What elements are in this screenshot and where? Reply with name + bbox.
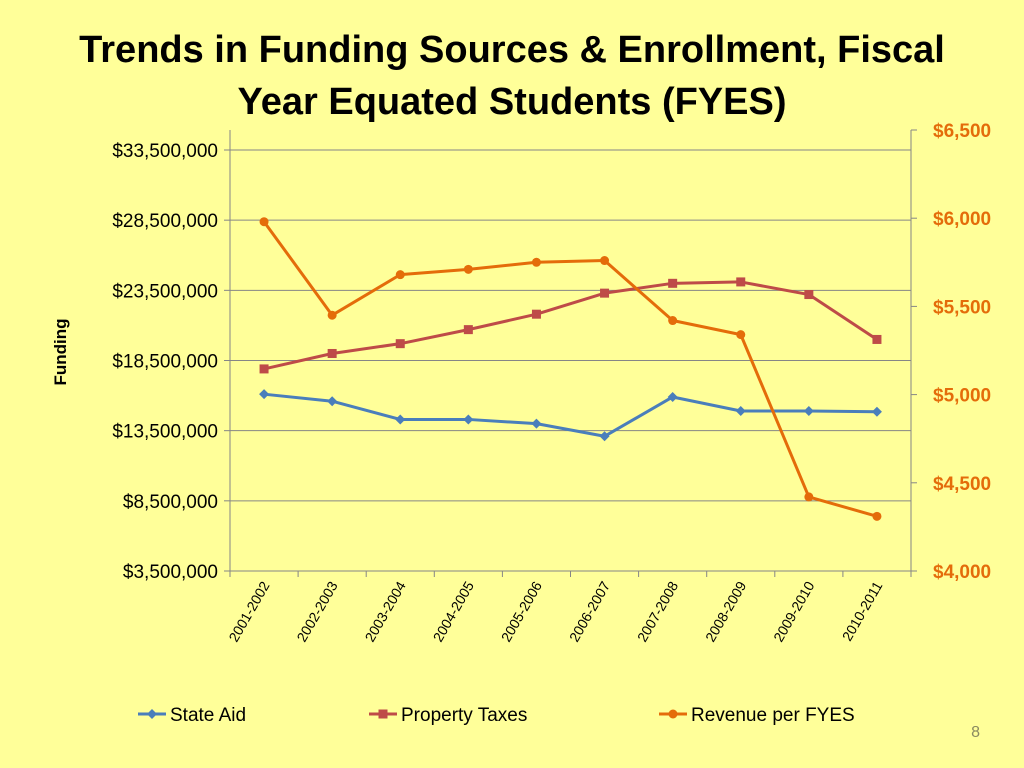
x-tick-label: 2005-2006 xyxy=(498,578,545,644)
revenue-per-fyes-point xyxy=(463,264,473,274)
slide-title-line-1: Trends in Funding Sources & Enrollment, … xyxy=(79,29,945,71)
state-aid-point xyxy=(871,406,882,417)
revenue-per-fyes-point xyxy=(395,270,405,280)
property-taxes-point xyxy=(259,364,269,374)
property-taxes-point xyxy=(668,278,678,288)
state-aid-point xyxy=(803,406,814,417)
x-axis-ticks: 2001-2002 2002-2003 2003-2004 2004-2005 2005… xyxy=(225,578,885,644)
y2-tick-label: $6,000 xyxy=(933,209,991,230)
property-taxes-point xyxy=(872,334,882,344)
revenue-per-fyes-point xyxy=(259,217,269,227)
state-aid-line xyxy=(263,392,877,438)
y-axis-label: Funding xyxy=(51,318,70,385)
gridlines xyxy=(230,149,911,572)
y2-tick-label: $5,000 xyxy=(933,386,991,407)
x-tick-label: 2009-2010 xyxy=(770,578,817,644)
property-taxes-point xyxy=(327,348,337,358)
y2-tick-label: $4,500 xyxy=(933,474,991,495)
y-tick-label: $23,500,000 xyxy=(112,281,218,302)
y-tick-label: $13,500,000 xyxy=(112,422,218,443)
legend-revenue-per-fyes-marker xyxy=(668,709,678,719)
legend-state-aid-marker xyxy=(147,709,157,719)
y-tick-label: $28,500,000 xyxy=(112,211,218,232)
y2-tick-label: $4,000 xyxy=(933,562,991,583)
x-tick-label: 2003-2004 xyxy=(362,578,409,644)
property-taxes-point xyxy=(463,325,473,335)
property-taxes-point xyxy=(531,309,541,319)
axes xyxy=(224,129,917,577)
revenue-per-fyes-point xyxy=(600,256,610,266)
property-taxes-line xyxy=(263,280,878,371)
revenue-per-fyes-point xyxy=(872,511,882,521)
revenue-per-fyes-point xyxy=(531,257,541,267)
state-aid-point xyxy=(259,389,270,400)
state-aid-point xyxy=(395,414,406,425)
y-axis-right-ticks: $4,000 $4,500 $5,000 $5,500 $6,000 $6,500 xyxy=(933,121,991,583)
state-aid-point xyxy=(735,406,746,417)
x-tick-label: 2007-2008 xyxy=(634,578,681,644)
y2-tick-label: $6,500 xyxy=(933,121,991,142)
revenue-per-fyes-point xyxy=(327,310,337,320)
state-aid-point xyxy=(667,391,678,402)
y-tick-label: $33,500,000 xyxy=(112,141,218,162)
page-number: 8 xyxy=(971,724,980,741)
y2-tick-label: $5,500 xyxy=(933,297,991,318)
revenue-per-fyes-point xyxy=(804,492,814,502)
state-aid-point xyxy=(327,396,338,407)
legend: State Aid Property Taxes Revenue per FYES xyxy=(138,705,855,726)
x-tick-label: 2006-2007 xyxy=(566,578,613,644)
legend-revenue-per-fyes-label: Revenue per FYES xyxy=(691,705,855,726)
x-tick-label: 2010-2011 xyxy=(839,578,886,643)
series xyxy=(259,217,882,521)
x-tick-label: 2001-2002 xyxy=(225,578,272,644)
property-taxes-point xyxy=(736,277,746,287)
revenue-per-fyes-point xyxy=(736,330,746,340)
slide-title: Trends in Funding Sources & Enrollment, … xyxy=(40,24,984,128)
y-tick-label: $18,500,000 xyxy=(112,352,218,373)
revenue-per-fyes-point xyxy=(668,316,678,326)
property-taxes-point xyxy=(600,288,610,298)
legend-property-taxes-label: Property Taxes xyxy=(401,705,527,726)
y-tick-label: $3,500,000 xyxy=(123,562,218,583)
revenue-per-fyes-line xyxy=(262,220,878,518)
state-aid-point xyxy=(531,418,542,429)
state-aid-point xyxy=(599,431,610,442)
legend-state-aid-label: State Aid xyxy=(170,705,246,726)
state-aid-point xyxy=(463,414,474,425)
x-tick-label: 2002-2003 xyxy=(293,578,340,644)
legend-property-taxes-marker xyxy=(378,709,388,719)
x-tick-label: 2008-2009 xyxy=(702,578,749,644)
x-tick-label: 2004-2005 xyxy=(430,578,477,644)
slide-title-line-2: Year Equated Students (FYES) xyxy=(237,81,787,123)
property-taxes-point xyxy=(395,339,405,349)
y-axis-left-ticks: $3,500,000 $8,500,000 $13,500,000 $18,500,0… xyxy=(112,141,218,583)
property-taxes-point xyxy=(804,290,814,300)
y-tick-label: $8,500,000 xyxy=(123,492,218,513)
